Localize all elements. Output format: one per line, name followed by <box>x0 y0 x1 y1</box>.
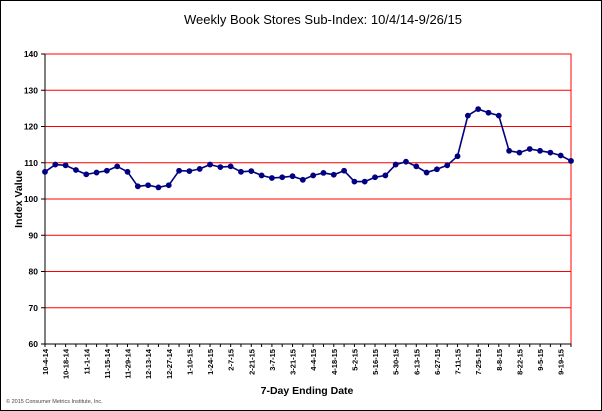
x-tick-label-8-22-15: 8-22-15 <box>515 349 524 375</box>
y-axis-title: Index Value <box>13 170 25 228</box>
series-layer <box>42 106 574 191</box>
data-point-8-8-15 <box>495 112 502 119</box>
data-point-11-8-14 <box>93 169 100 176</box>
data-point-4-18-15 <box>330 171 337 178</box>
data-point-5-9-15 <box>361 178 368 185</box>
data-point-11-1-14 <box>83 171 90 178</box>
x-tick-label-3-7-15: 3-7-15 <box>268 349 277 371</box>
x-tick-label-9-19-15: 9-19-15 <box>557 349 566 375</box>
x-axis-title: 7-Day Ending Date <box>261 385 354 397</box>
x-tick-label-7-25-15: 7-25-15 <box>474 349 483 375</box>
data-point-5-23-15 <box>382 172 389 179</box>
data-point-5-16-15 <box>372 174 378 181</box>
data-point-3-28-15 <box>299 176 306 183</box>
y-tick-label-60: 60 <box>29 339 39 349</box>
data-point-6-13-15 <box>413 163 420 170</box>
data-point-6-6-15 <box>403 158 409 165</box>
x-tick-label-7-11-15: 7-11-15 <box>454 349 463 374</box>
data-point-8-1-15 <box>485 109 492 116</box>
grid-layer <box>41 53 572 345</box>
x-tick-label-4-18-15: 4-18-15 <box>330 349 339 375</box>
data-point-1-24-15 <box>207 161 213 168</box>
series-line <box>44 108 572 189</box>
data-point-2-14-15 <box>238 168 244 175</box>
data-point-8-22-15 <box>516 149 523 156</box>
data-point-10-4-14 <box>42 168 48 175</box>
data-point-1-31-15 <box>217 164 224 171</box>
data-point-11-22-14 <box>114 163 121 170</box>
x-tick-label-2-21-15: 2-21-15 <box>247 349 256 375</box>
data-point-9-26-15 <box>568 158 574 164</box>
x-tick-label-10-18-14: 10-18-14 <box>62 348 71 379</box>
data-point-8-29-15 <box>526 146 533 152</box>
y-tick-labels: 60 70 80 90 100 110 120 130 140 <box>24 49 38 349</box>
x-tick-label-5-2-15: 5-2-15 <box>350 349 359 371</box>
data-point-3-21-15 <box>289 173 296 180</box>
x-tick-label-11-29-14: 11-29-14 <box>124 348 133 378</box>
data-point-6-27-15 <box>434 166 440 173</box>
x-tick-label-12-27-14: 12-27-14 <box>165 348 174 379</box>
data-point-9-12-15 <box>547 149 554 156</box>
x-tick-label-9-5-15: 9-5-15 <box>536 349 545 371</box>
chart-title: Weekly Book Stores Sub-Index: 10/4/14-9/… <box>184 12 462 27</box>
data-point-12-6-14 <box>134 183 141 190</box>
data-point-7-4-15 <box>444 162 451 169</box>
x-tick-label-5-30-15: 5-30-15 <box>392 349 401 375</box>
data-point-2-7-15 <box>227 163 234 170</box>
data-point-6-20-15 <box>423 169 430 176</box>
x-tick-label-8-8-15: 8-8-15 <box>495 349 504 371</box>
data-point-1-3-15 <box>176 167 182 174</box>
data-point-8-15-15 <box>506 147 513 154</box>
x-tick-label-4-4-15: 4-4-15 <box>309 349 318 371</box>
x-tick-label-1-24-15: 1-24-15 <box>206 349 215 375</box>
y-tick-label-140: 140 <box>24 49 38 59</box>
x-tick-label-11-1-14: 11-1-14 <box>82 348 91 374</box>
data-point-5-30-15 <box>392 161 399 168</box>
y-tick-label-70: 70 <box>29 303 39 313</box>
data-point-10-18-14 <box>62 162 69 169</box>
data-point-9-19-15 <box>557 152 564 159</box>
data-point-12-20-14 <box>155 184 162 191</box>
data-point-5-2-15 <box>351 178 358 185</box>
data-point-1-17-15 <box>196 166 203 172</box>
data-point-9-5-15 <box>537 147 543 154</box>
x-tick-label-12-13-14: 12-13-14 <box>144 348 153 379</box>
data-point-3-14-15 <box>279 174 286 181</box>
y-tick-label-120: 120 <box>24 122 38 132</box>
data-point-4-4-15 <box>310 172 317 179</box>
x-tick-label-5-16-15: 5-16-15 <box>371 349 380 375</box>
data-point-4-25-15 <box>341 167 347 174</box>
x-tick-label-1-10-15: 1-10-15 <box>185 349 194 375</box>
x-tick-labels: 10-4-14 10-18-14 11-1-14 11-15-14 11-29-14 12… <box>41 344 572 379</box>
data-point-2-28-15 <box>258 172 265 179</box>
x-tick-label-6-13-15: 6-13-15 <box>412 349 421 375</box>
x-tick-label-2-7-15: 2-7-15 <box>227 349 236 371</box>
y-tick-label-80: 80 <box>29 267 39 277</box>
data-point-4-11-15 <box>320 170 327 176</box>
data-point-7-25-15 <box>475 106 482 112</box>
copyright-notice: © 2015 Consumer Metrics Institute, Inc. <box>6 398 103 405</box>
y-tick-label-100: 100 <box>24 194 38 204</box>
y-tick-label-90: 90 <box>29 230 39 240</box>
x-tick-label-11-15-14: 11-15-14 <box>103 348 112 378</box>
data-point-7-11-15 <box>454 153 461 160</box>
data-point-2-21-15 <box>248 168 255 174</box>
data-point-1-10-15 <box>186 168 193 174</box>
x-tick-label-10-4-14: 10-4-14 <box>41 348 50 375</box>
data-point-12-27-14 <box>165 182 172 189</box>
y-tick-label-130: 130 <box>24 85 38 95</box>
x-tick-label-6-27-15: 6-27-15 <box>433 349 442 375</box>
data-point-3-7-15 <box>269 175 275 181</box>
data-point-11-15-14 <box>103 167 110 174</box>
data-point-10-25-14 <box>73 167 79 173</box>
data-point-7-18-15 <box>464 112 471 119</box>
data-point-11-29-14 <box>124 168 131 175</box>
y-tick-label-110: 110 <box>24 158 38 168</box>
data-point-10-11-14 <box>52 161 59 168</box>
data-point-12-13-14 <box>145 182 152 189</box>
x-tick-label-3-21-15: 3-21-15 <box>289 349 298 375</box>
